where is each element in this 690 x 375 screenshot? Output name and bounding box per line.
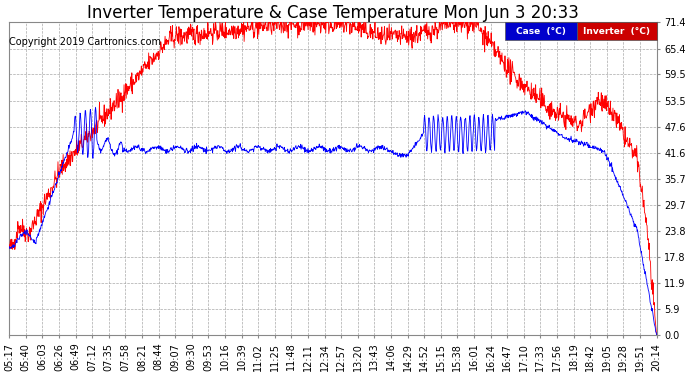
Text: Copyright 2019 Cartronics.com: Copyright 2019 Cartronics.com	[9, 38, 161, 47]
Text: Inverter  (°C): Inverter (°C)	[583, 27, 651, 36]
Title: Inverter Temperature & Case Temperature Mon Jun 3 20:33: Inverter Temperature & Case Temperature …	[87, 4, 579, 22]
Text: Case  (°C): Case (°C)	[516, 27, 566, 36]
